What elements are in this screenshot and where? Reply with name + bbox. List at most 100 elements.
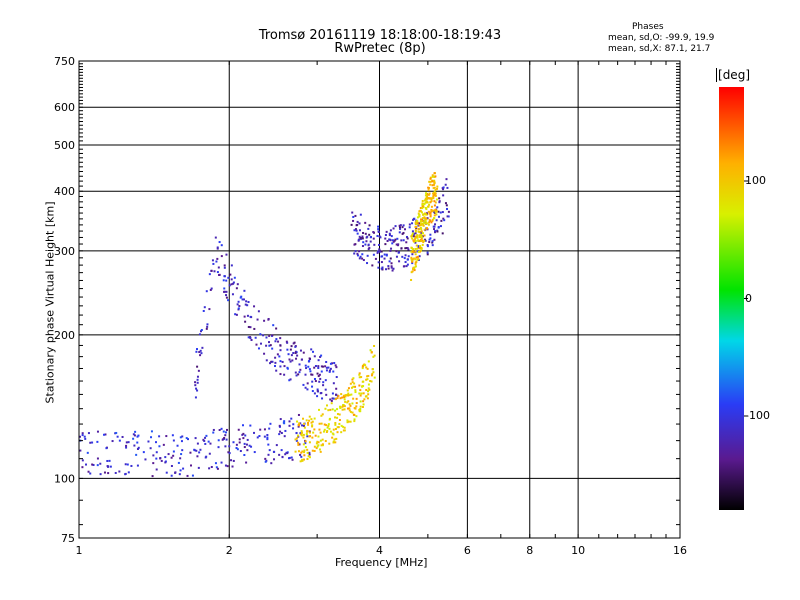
echo-point — [424, 201, 427, 204]
echo-point — [225, 279, 228, 282]
echo-point — [355, 224, 358, 227]
echo-point — [367, 227, 370, 230]
echo-point — [331, 436, 334, 439]
echo-point — [355, 405, 358, 408]
echo-point — [434, 230, 437, 233]
colorbar-unit-text: deg — [722, 68, 746, 82]
echo-point — [172, 439, 175, 442]
echo-point — [389, 249, 392, 252]
echo-point — [412, 239, 415, 242]
echo-point — [414, 258, 417, 261]
echo-point — [150, 436, 153, 439]
echo-point — [386, 239, 389, 242]
echo-point — [275, 369, 278, 372]
echo-point — [379, 236, 382, 239]
echo-point — [253, 305, 256, 308]
echo-point — [231, 465, 234, 468]
echo-point — [320, 444, 323, 447]
echo-point — [394, 238, 397, 241]
echo-point — [414, 250, 417, 253]
echo-point — [232, 459, 235, 462]
echo-point — [221, 438, 224, 441]
echo-point — [331, 362, 334, 365]
echo-point — [299, 422, 302, 425]
echo-point — [377, 261, 380, 264]
echo-point — [358, 257, 361, 260]
echo-point — [349, 404, 352, 407]
echo-point — [241, 424, 244, 427]
echo-point — [369, 379, 372, 382]
echo-point — [217, 439, 220, 442]
echo-point — [346, 407, 349, 410]
echo-point — [245, 461, 248, 464]
echo-point — [298, 422, 301, 425]
echo-point — [237, 307, 240, 310]
echo-point — [222, 279, 225, 282]
echo-point — [373, 344, 376, 347]
echo-point — [319, 377, 322, 380]
echo-point — [390, 266, 393, 269]
echo-point — [136, 441, 139, 444]
echo-point — [332, 370, 335, 373]
echo-point — [406, 263, 409, 266]
echo-point — [298, 363, 301, 366]
echo-point — [429, 180, 432, 183]
echo-point — [297, 413, 300, 416]
echo-point — [108, 459, 111, 462]
echo-point — [335, 437, 338, 440]
echo-point — [322, 381, 325, 384]
echo-point — [178, 473, 181, 476]
echo-point — [297, 450, 300, 453]
echo-point — [89, 441, 92, 444]
echo-point — [397, 243, 400, 246]
echo-point — [432, 192, 435, 195]
y-tick-label: 200 — [54, 329, 75, 342]
echo-point — [347, 420, 350, 423]
echo-point — [421, 203, 424, 206]
echo-point — [412, 251, 415, 254]
echo-point — [151, 475, 154, 478]
echo-point — [238, 441, 241, 444]
echo-point — [279, 418, 282, 421]
echo-point — [347, 400, 350, 403]
echo-point — [279, 344, 282, 347]
echo-point — [358, 410, 361, 413]
y-tick-label: 600 — [54, 101, 75, 114]
echo-point — [314, 434, 317, 437]
echo-point — [336, 408, 339, 411]
echo-point — [189, 464, 192, 467]
echo-point — [426, 245, 429, 248]
echo-point — [373, 354, 376, 357]
echo-point — [286, 367, 289, 370]
echo-point — [373, 376, 376, 379]
echo-point — [431, 244, 434, 247]
echo-point — [410, 278, 413, 281]
echo-point — [314, 380, 317, 383]
echo-point — [362, 385, 365, 388]
echo-point — [391, 269, 394, 272]
echo-point — [302, 458, 305, 461]
stats-o-mode: mean, sd,O: -99.9, 19.9 — [608, 33, 715, 43]
echo-point — [351, 381, 354, 384]
echo-point — [224, 434, 227, 437]
echo-point — [396, 237, 399, 240]
echo-point — [339, 397, 342, 400]
echo-point — [274, 361, 277, 364]
echo-point — [324, 407, 327, 410]
echo-point — [431, 184, 434, 187]
echo-point — [302, 417, 305, 420]
echo-point — [291, 458, 294, 461]
y-tick-label: 75 — [61, 532, 75, 545]
echo-point — [318, 373, 321, 376]
echo-point — [276, 353, 279, 356]
echo-point — [302, 436, 305, 439]
echo-point — [436, 185, 439, 188]
echo-point — [431, 218, 434, 221]
echo-point — [266, 436, 269, 439]
echo-point — [342, 394, 345, 397]
echo-point — [152, 462, 155, 465]
echo-point — [440, 219, 443, 222]
echo-point — [407, 255, 410, 258]
echo-point — [430, 221, 433, 224]
echo-point — [353, 252, 356, 255]
